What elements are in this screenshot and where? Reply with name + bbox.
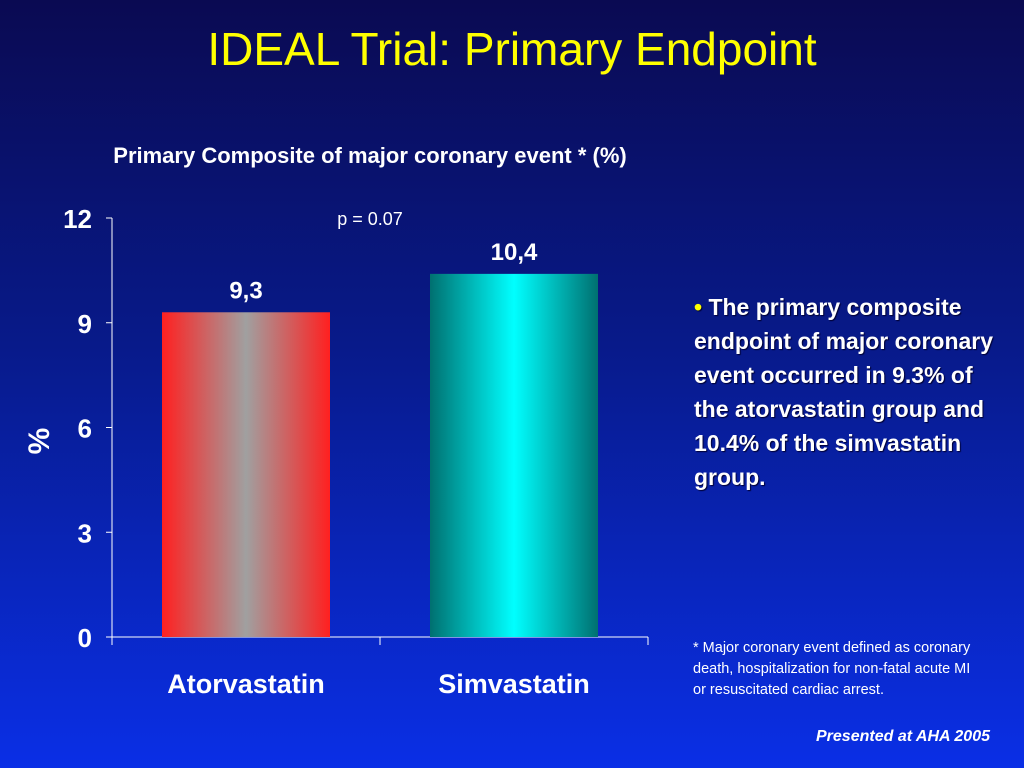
- data-label: 9,3: [229, 277, 262, 304]
- x-tick-label: Simvastatin: [438, 669, 590, 699]
- bar-atorvastatin: [162, 312, 330, 637]
- bar-chart: 0 3 6 9 12% 9,3 Atorvastatin 10,4 Simvastatin: [23, 204, 598, 699]
- y-axis-label: %: [23, 428, 56, 455]
- y-tick-label: 6: [78, 414, 92, 444]
- chart-title: Primary Composite of major coronary even…: [113, 143, 627, 168]
- chart-subtitle: p = 0.07: [337, 209, 403, 229]
- slide-title: IDEAL Trial: Primary Endpoint: [207, 23, 817, 75]
- bullet-text: The primary composite endpoint of major …: [694, 294, 994, 490]
- y-tick-label: 12: [63, 204, 92, 234]
- bullet-point: • The primary composite endpoint of majo…: [694, 290, 994, 494]
- data-label: 10,4: [491, 239, 538, 266]
- presented-at: Presented at AHA 2005: [816, 728, 990, 745]
- y-tick-label: 9: [78, 309, 92, 339]
- bar-simvastatin: [430, 273, 598, 637]
- y-tick-label: 0: [78, 623, 92, 653]
- x-tick-label: Atorvastatin: [167, 669, 325, 699]
- y-tick-label: 3: [78, 518, 92, 548]
- bullet-marker: •: [694, 294, 703, 320]
- footnote: * Major coronary event defined as corona…: [693, 640, 971, 698]
